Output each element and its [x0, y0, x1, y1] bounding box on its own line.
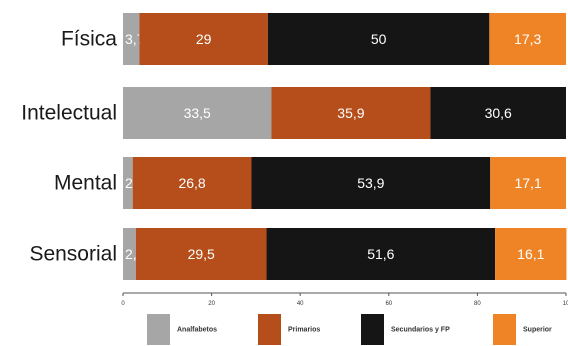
x-tick-label: 40 [297, 301, 304, 307]
value-label-sensorial-primarios: 29,5 [188, 246, 215, 262]
bar-mental-analfabetos [123, 157, 133, 209]
legend-swatch-primarios [258, 314, 281, 345]
bar-intelectual-secundarios-y-fp [430, 87, 566, 139]
bar-fisica-analfabetos [123, 13, 140, 65]
value-label-mental-secundarios-y-fp: 53,9 [357, 175, 384, 191]
legend-swatch-superior [493, 314, 516, 345]
legend-swatch-analfabetos [147, 314, 170, 345]
value-label-fisica-superior: 17,3 [514, 31, 541, 47]
x-tick-label: 60 [385, 301, 392, 307]
bar-sensorial-analfabetos [123, 228, 136, 280]
legend-label-secundarios-y-fp: Secundarios y FP [391, 327, 450, 334]
category-label-mental: Mental [54, 172, 117, 195]
bar-fisica-primarios [139, 13, 268, 65]
value-label-mental-primarios: 26,8 [178, 175, 205, 191]
bar-mental-superior [490, 157, 566, 209]
value-label-fisica-secundarios-y-fp: 50 [371, 31, 387, 47]
legend-label-analfabetos: Analfabetos [177, 327, 217, 334]
bar-fisica-superior [489, 13, 566, 65]
category-label-intelectual: Intelectual [21, 102, 117, 125]
bar-mental-primarios [132, 157, 252, 209]
value-label-sensorial-superior: 16,1 [517, 246, 544, 262]
bar-fisica-secundarios-y-fp [267, 13, 490, 65]
value-label-intelectual-primarios: 35,9 [337, 105, 364, 121]
x-tick-label: 0 [121, 301, 125, 307]
value-label-fisica-primarios: 29 [196, 31, 212, 47]
x-tick-label: 10 [563, 301, 568, 307]
bar-intelectual-analfabetos [123, 87, 272, 139]
category-label-sensorial: Sensorial [29, 243, 117, 266]
category-label-fisica: Física [61, 28, 117, 51]
value-label-intelectual-analfabetos: 33,5 [184, 105, 211, 121]
value-label-sensorial-secundarios-y-fp: 51,6 [367, 246, 394, 262]
bar-mental-secundarios-y-fp [251, 157, 491, 209]
x-tick-label: 20 [208, 301, 215, 307]
x-tick-label: 80 [474, 301, 481, 307]
value-label-intelectual-secundarios-y-fp: 30,6 [485, 105, 512, 121]
bar-sensorial-superior [495, 228, 567, 280]
legend-swatch-secundarios-y-fp [361, 314, 384, 345]
bar-sensorial-primarios [135, 228, 267, 280]
value-label-mental-superior: 17,1 [514, 175, 541, 191]
bar-intelectual-primarios [271, 87, 431, 139]
legend-label-superior: Superior [523, 327, 552, 334]
bar-sensorial-secundarios-y-fp [266, 228, 496, 280]
legend-label-primarios: Primarios [288, 327, 320, 334]
